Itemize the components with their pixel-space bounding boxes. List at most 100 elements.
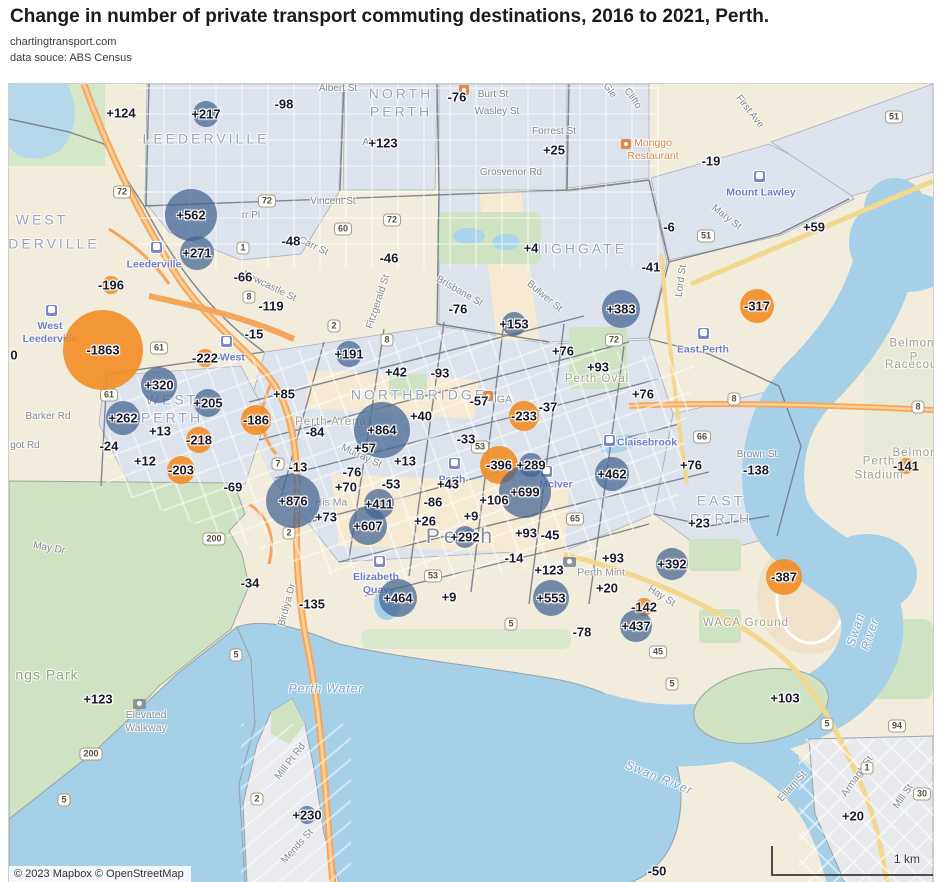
street-label: Grosvenor Rd — [479, 166, 543, 178]
data-point-label: +153 — [499, 316, 529, 332]
data-point-label: 0 — [10, 347, 18, 363]
road-shield: 61 — [149, 341, 169, 355]
street-label: Ellam St — [775, 768, 809, 805]
data-point-label: +13 — [148, 423, 172, 439]
road-shield: 66 — [692, 430, 712, 444]
increase-circle — [533, 580, 569, 616]
data-point-label: -37 — [538, 399, 558, 415]
train-station-icon — [220, 335, 233, 348]
train-station-icon — [448, 457, 461, 470]
locality-label: Racecours — [885, 358, 933, 371]
website-credit: chartingtransport.com — [10, 36, 117, 48]
data-point-label: -66 — [233, 269, 253, 285]
street-label: got Rd — [10, 439, 40, 451]
road-shield: 51 — [696, 229, 716, 243]
water-label: Swan River — [623, 757, 695, 798]
data-point-label: -53 — [381, 476, 401, 492]
suburb-label: EAST PERTH — [689, 492, 753, 527]
data-point-label: -34 — [240, 575, 260, 591]
data-point-label: +383 — [606, 301, 636, 317]
road-shield: 65 — [565, 512, 585, 526]
data-point-label: +76 — [679, 457, 703, 473]
data-point-label: -119 — [258, 298, 284, 314]
road-shield: 5 — [57, 793, 71, 807]
increase-circle — [165, 189, 217, 241]
locality-label: Belmon — [892, 446, 934, 459]
data-point-label: +106 — [479, 492, 509, 508]
train-station-icon — [45, 304, 58, 317]
road-shield: 72 — [112, 185, 132, 199]
data-point-label: +93 — [601, 550, 625, 566]
increase-circle — [193, 101, 219, 127]
data-point-label: +699 — [510, 484, 540, 500]
data-point-label: -186 — [242, 412, 270, 428]
data-point-label: -98 — [274, 96, 294, 112]
data-point-label: -15 — [244, 326, 264, 342]
poi-grey-label: Elevated Walkway — [125, 708, 167, 734]
locality-label: Belmont P — [889, 337, 934, 364]
building-icon — [563, 557, 576, 567]
suburb-label: LEEDERVILLE — [142, 130, 270, 147]
data-point-label: +392 — [657, 556, 687, 572]
data-point-label: -48 — [281, 233, 301, 249]
map-canvas[interactable]: LEEDERVILLE NORTH PERTH WEST DERVILLE HIGHGA… — [8, 83, 934, 882]
street-label: Wasley St — [474, 105, 520, 117]
data-point-label: -218 — [185, 432, 213, 448]
road-shield: 8 — [727, 392, 741, 406]
decrease-circle — [241, 405, 271, 435]
data-point-label: -138 — [742, 462, 770, 478]
station-label: Leederville — [126, 258, 182, 271]
data-point-label: +411 — [364, 496, 394, 512]
data-point-label: +42 — [384, 364, 408, 380]
decrease-circle — [740, 289, 774, 323]
data-point-label: +289 — [516, 457, 546, 473]
data-point-label: -46 — [379, 250, 399, 266]
suburb-label: WEST — [15, 211, 69, 228]
increase-circle — [379, 579, 417, 617]
station-label: East Perth — [677, 343, 729, 356]
road-shield: 72 — [604, 333, 624, 347]
road-shield: 51 — [884, 110, 904, 124]
data-source-note: data souce: ABS Census — [10, 52, 132, 64]
data-point-label: +437 — [621, 618, 651, 634]
data-point-label: -6 — [663, 219, 675, 235]
map-base-art — [9, 84, 933, 882]
decrease-circle — [186, 427, 212, 453]
street-label: Fitzgerald St — [364, 273, 393, 331]
street-label: Mary St — [709, 202, 744, 233]
road-shield: 53 — [470, 440, 490, 454]
poi-grey-label: IGA — [493, 393, 513, 406]
road-shield: 61 — [99, 388, 119, 402]
data-point-label: +40 — [409, 408, 433, 424]
road-shield: 1 — [860, 761, 874, 775]
data-point-label: -317 — [743, 298, 771, 314]
street-label: Barker Rd — [25, 410, 71, 422]
map-attribution[interactable]: © 2023 Mapbox © OpenStreetMap — [9, 866, 191, 882]
street-label: rr Pl — [241, 209, 261, 221]
poi-grey-label: Perth Mint — [577, 566, 625, 579]
data-point-label: +26 — [413, 513, 437, 529]
data-point-label: -69 — [223, 479, 243, 495]
road-shield: 5 — [504, 617, 518, 631]
data-point-label: -1863 — [86, 342, 120, 358]
data-point-label: -13 — [288, 459, 308, 475]
data-point-label: +230 — [292, 807, 322, 823]
road-shield: 2 — [282, 526, 296, 540]
street-label: First Ave — [733, 92, 766, 131]
data-point-label: -45 — [540, 527, 560, 543]
data-point-label: -141 — [892, 458, 920, 474]
increase-circle — [499, 466, 551, 518]
boundaries-layer — [9, 84, 850, 605]
locality-label: Perth Oval — [564, 372, 630, 385]
data-point-label: -396 — [485, 457, 513, 473]
data-point-label: -50 — [647, 863, 667, 879]
road-shield: 2 — [250, 792, 264, 806]
poi-orange-label: Monggo Restaurant — [627, 136, 679, 162]
data-point-label: +25 — [542, 142, 566, 158]
road-shield: 5 — [665, 677, 679, 691]
scale-label: 1 km — [894, 852, 921, 866]
locality-label: Perth Stadium — [854, 455, 904, 482]
data-point-label: -19 — [701, 153, 721, 169]
road-shield: 72 — [382, 213, 402, 227]
decrease-circle — [898, 458, 914, 474]
